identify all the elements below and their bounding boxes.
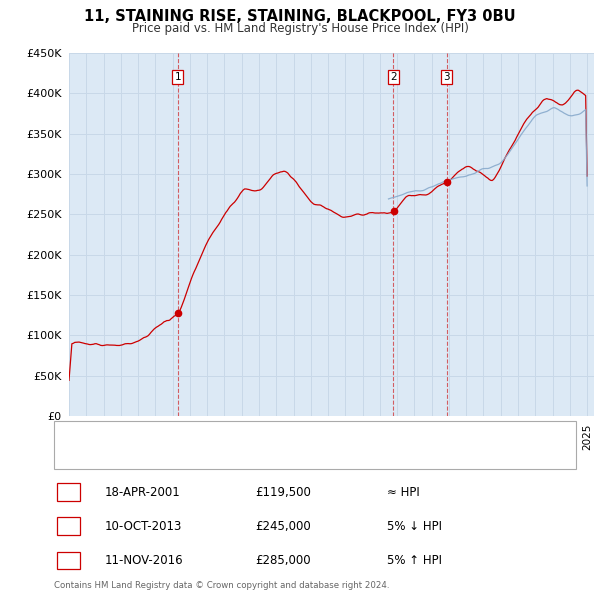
Text: £245,000: £245,000 (255, 520, 311, 533)
Text: 3: 3 (443, 72, 450, 81)
Text: ≈ HPI: ≈ HPI (387, 486, 420, 499)
Text: 11-NOV-2016: 11-NOV-2016 (105, 554, 184, 567)
Text: 2: 2 (65, 520, 72, 533)
Text: 5% ↑ HPI: 5% ↑ HPI (387, 554, 442, 567)
Text: £285,000: £285,000 (255, 554, 311, 567)
Text: 11, STAINING RISE, STAINING, BLACKPOOL, FY3 0BU (detached house): 11, STAINING RISE, STAINING, BLACKPOOL, … (102, 429, 467, 439)
Text: 1: 1 (65, 486, 72, 499)
Text: HPI: Average price, detached house, Fylde: HPI: Average price, detached house, Fyld… (102, 451, 322, 461)
Text: 11, STAINING RISE, STAINING, BLACKPOOL, FY3 0BU: 11, STAINING RISE, STAINING, BLACKPOOL, … (84, 9, 516, 24)
Text: 18-APR-2001: 18-APR-2001 (105, 486, 181, 499)
Text: 3: 3 (65, 554, 72, 567)
Text: 2: 2 (390, 72, 397, 81)
Text: 5% ↓ HPI: 5% ↓ HPI (387, 520, 442, 533)
Text: £119,500: £119,500 (255, 486, 311, 499)
Text: Price paid vs. HM Land Registry's House Price Index (HPI): Price paid vs. HM Land Registry's House … (131, 22, 469, 35)
Text: 10-OCT-2013: 10-OCT-2013 (105, 520, 182, 533)
Text: 1: 1 (175, 72, 181, 81)
Text: Contains HM Land Registry data © Crown copyright and database right 2024.
This d: Contains HM Land Registry data © Crown c… (54, 581, 389, 590)
